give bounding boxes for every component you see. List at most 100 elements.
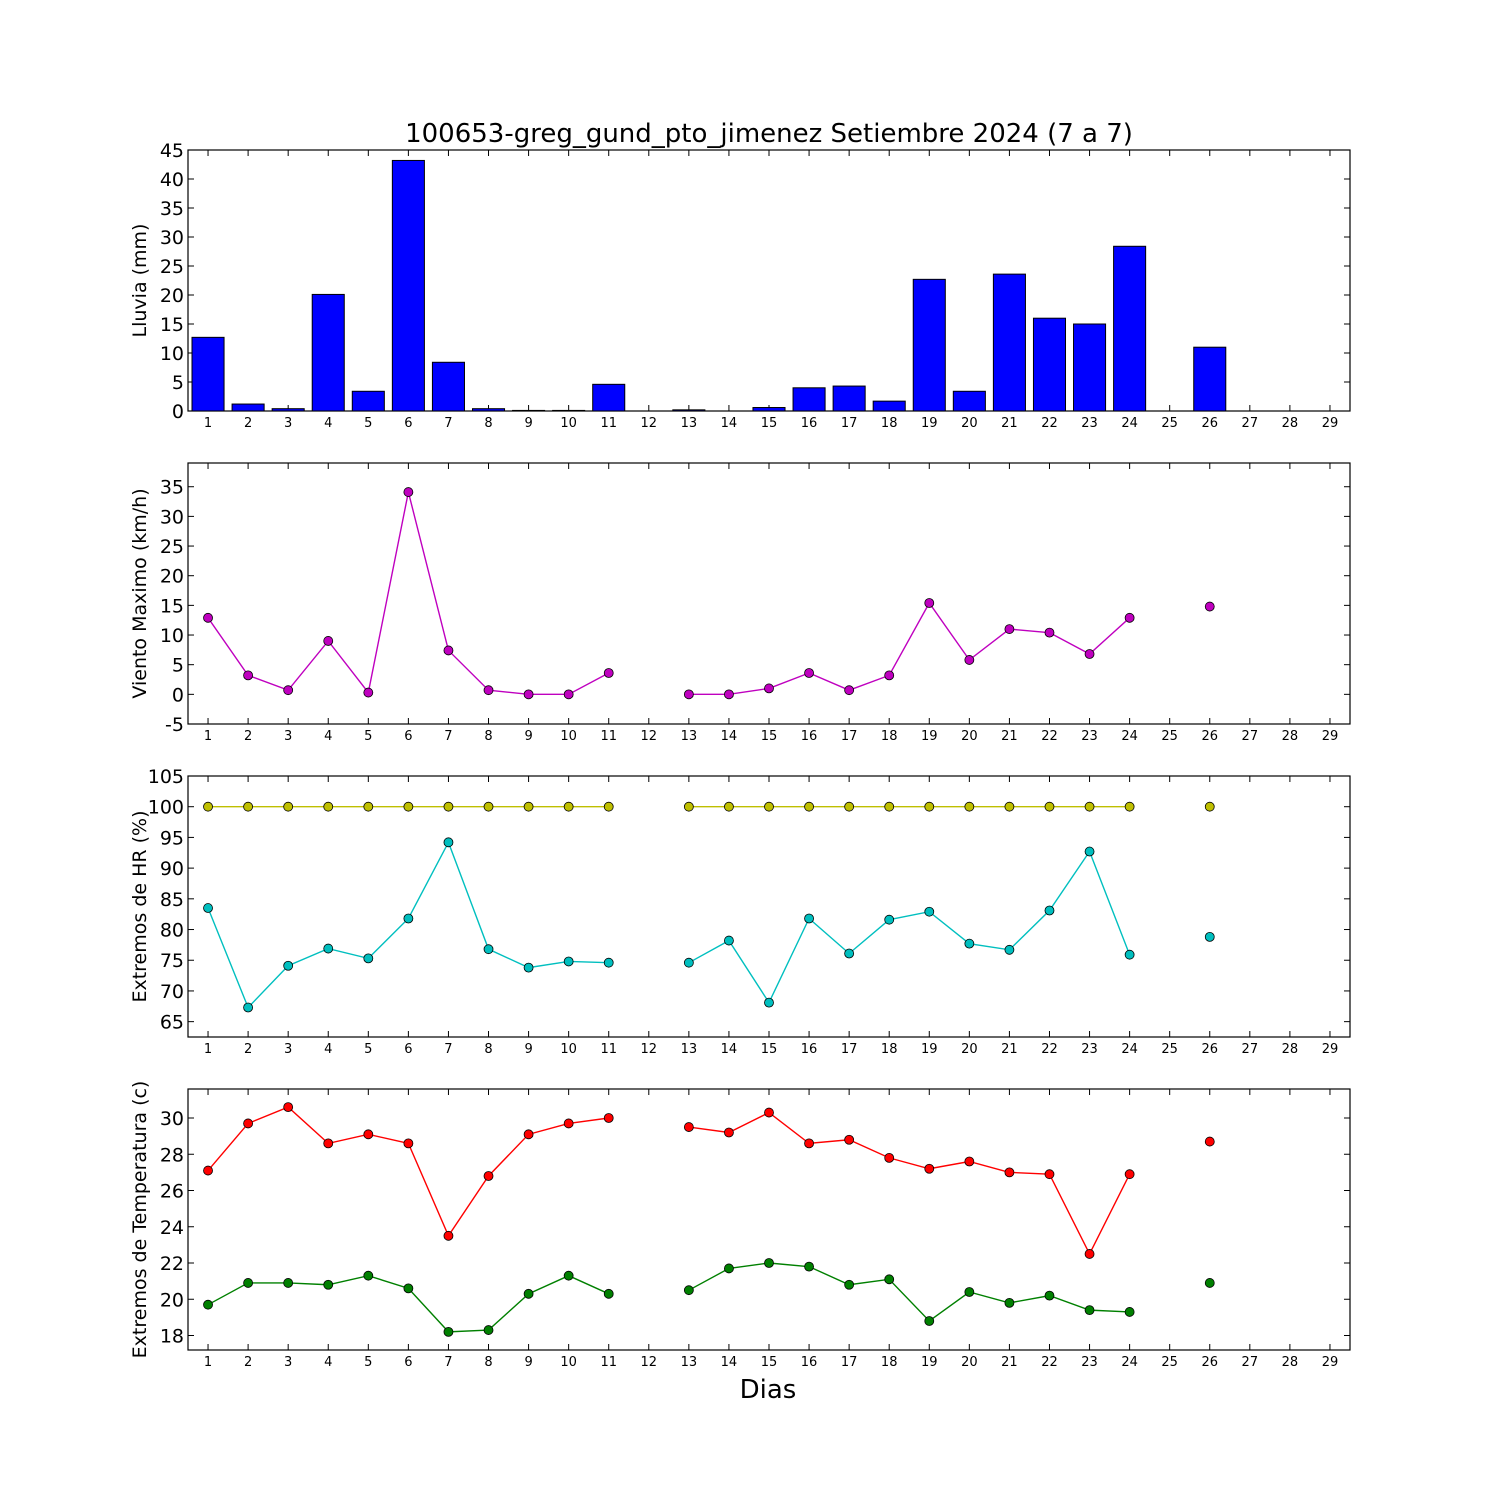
y-tick-label: 18: [160, 1326, 184, 1348]
x-tick-label: 18: [881, 729, 898, 744]
data-point: [924, 1163, 935, 1174]
y-tick-label: 45: [160, 140, 184, 162]
x-tick-label: 23: [1081, 729, 1098, 744]
x-tick-label: 16: [801, 729, 818, 744]
data-point: [203, 903, 213, 913]
data-point: [363, 1129, 374, 1140]
x-tick-label: 20: [961, 729, 978, 744]
data-point: [804, 1261, 814, 1272]
x-tick-label: 21: [1001, 1355, 1018, 1370]
x-tick-label: 10: [560, 1042, 577, 1057]
data-point: [283, 1102, 294, 1113]
data-point: [603, 957, 614, 968]
x-tick-label: 16: [801, 1355, 818, 1370]
data-point: [964, 655, 975, 665]
data-point: [363, 687, 374, 698]
x-tick-label: 20: [961, 416, 978, 431]
x-tick-label: 26: [1201, 1355, 1218, 1370]
data-point: [764, 801, 774, 812]
data-point: [1124, 612, 1135, 623]
bar: [271, 408, 305, 412]
x-tick-label: 10: [560, 416, 577, 431]
x-tick-label: 29: [1322, 416, 1339, 431]
x-tick-label: 3: [284, 729, 292, 744]
y-tick-label: 15: [160, 595, 184, 617]
y-axis-label: Extremos de HR (%): [129, 810, 151, 1002]
x-tick-label: 12: [641, 729, 658, 744]
x-tick-label: 9: [524, 416, 532, 431]
x-tick-label: 23: [1081, 1042, 1098, 1057]
x-tick-label: 25: [1161, 416, 1178, 431]
bar: [1193, 346, 1227, 412]
data-point: [243, 1278, 254, 1288]
x-tick-label: 29: [1322, 1355, 1339, 1370]
x-tick-label: 24: [1121, 1042, 1138, 1057]
rain-panel: 1 2 3 4 5 6 7 8 9 10 11 12 13 14 15 16 17 18 19 20 21 22 23 24 2…: [129, 140, 1351, 431]
x-tick-label: 11: [600, 416, 617, 431]
y-tick-label: 25: [160, 536, 184, 558]
x-tick-label: 3: [284, 1042, 292, 1057]
x-tick-label: 11: [600, 1042, 617, 1057]
x-tick-label: 27: [1242, 1042, 1259, 1057]
x-tick-label: 14: [721, 416, 738, 431]
y-tick-label: 65: [160, 1012, 184, 1034]
data-point: [724, 689, 734, 700]
x-tick-label: 28: [1282, 1042, 1299, 1057]
data-point: [683, 1285, 694, 1296]
data-point: [403, 913, 414, 924]
x-tick-label: 23: [1081, 416, 1098, 431]
data-point: [1084, 846, 1095, 857]
data-point: [203, 612, 213, 623]
data-point: [724, 935, 734, 946]
data-point: [1124, 949, 1135, 960]
x-tick-label: 8: [484, 729, 492, 744]
data-point: [523, 689, 534, 700]
data-point: [683, 957, 694, 968]
x-tick-label: 15: [761, 1042, 778, 1057]
data-point: [884, 914, 895, 925]
y-tick-label: 35: [160, 477, 184, 499]
data-point: [1204, 931, 1215, 942]
x-tick-label: 23: [1081, 1355, 1098, 1370]
y-tick-label: 0: [172, 684, 184, 706]
data-point: [964, 1287, 975, 1297]
data-point: [1084, 1249, 1095, 1259]
bar: [592, 383, 626, 412]
temperature-panel: 1 2 3 4 5 6 7 8 9 10 11 12 13 14 15 16 17 18 19 20 21 22 23 24 2…: [129, 1081, 1351, 1370]
data-point: [283, 960, 294, 971]
x-tick-label: 1: [204, 1355, 212, 1370]
data-point: [924, 906, 935, 917]
x-tick-label: 15: [761, 729, 778, 744]
x-tick-label: 25: [1161, 1355, 1178, 1370]
data-point: [964, 1156, 975, 1167]
data-point: [563, 1270, 574, 1281]
y-tick-label: 20: [160, 285, 184, 307]
y-tick-label: 30: [160, 506, 184, 528]
x-tick-label: 26: [1201, 416, 1218, 431]
data-point: [884, 801, 895, 812]
bar: [552, 409, 586, 412]
y-tick-label: 22: [160, 1253, 184, 1275]
bar: [872, 400, 906, 412]
data-point: [283, 801, 294, 812]
data-point: [1124, 1169, 1135, 1180]
data-point: [724, 801, 734, 812]
bar: [992, 273, 1026, 412]
x-tick-label: 20: [961, 1355, 978, 1370]
data-point: [523, 962, 534, 973]
chart-panels: 1 2 3 4 5 6 7 8 9 10 11 12 13 14 15 16 17 18 19 20 21 22 23 24 2…: [129, 140, 1351, 1370]
data-point: [563, 956, 574, 967]
x-tick-label: 24: [1121, 729, 1138, 744]
data-point: [804, 668, 814, 678]
data-point: [844, 1134, 855, 1145]
data-point: [844, 685, 855, 696]
x-tick-label: 28: [1282, 729, 1299, 744]
bar: [512, 409, 546, 412]
data-point: [243, 670, 254, 681]
y-tick-label: 75: [160, 950, 184, 972]
x-tick-label: 24: [1121, 416, 1138, 431]
y-tick-label: 90: [160, 858, 184, 880]
data-point: [243, 1002, 254, 1013]
data-point: [323, 801, 334, 812]
data-point: [1084, 649, 1095, 659]
